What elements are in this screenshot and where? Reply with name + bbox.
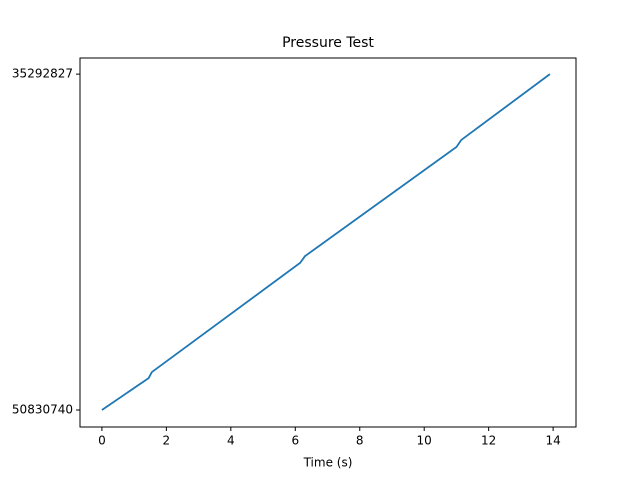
data-line	[101, 73, 551, 411]
x-axis-label: Time (s)	[303, 456, 353, 470]
chart-title: Pressure Test	[282, 35, 374, 51]
plot-frame	[79, 57, 577, 428]
x-tick-label: 10	[417, 434, 432, 448]
x-tick-label: 4	[227, 434, 235, 448]
x-tick-label: 2	[163, 434, 171, 448]
x-tick-label: 6	[291, 434, 299, 448]
x-tick-label: 14	[545, 434, 560, 448]
x-tick-label: 12	[481, 434, 496, 448]
x-tick-label: 0	[98, 434, 106, 448]
y-tick-label: 50830740	[12, 403, 73, 417]
y-tick-label: 35292827	[12, 67, 73, 81]
x-tick-label: 8	[356, 434, 364, 448]
